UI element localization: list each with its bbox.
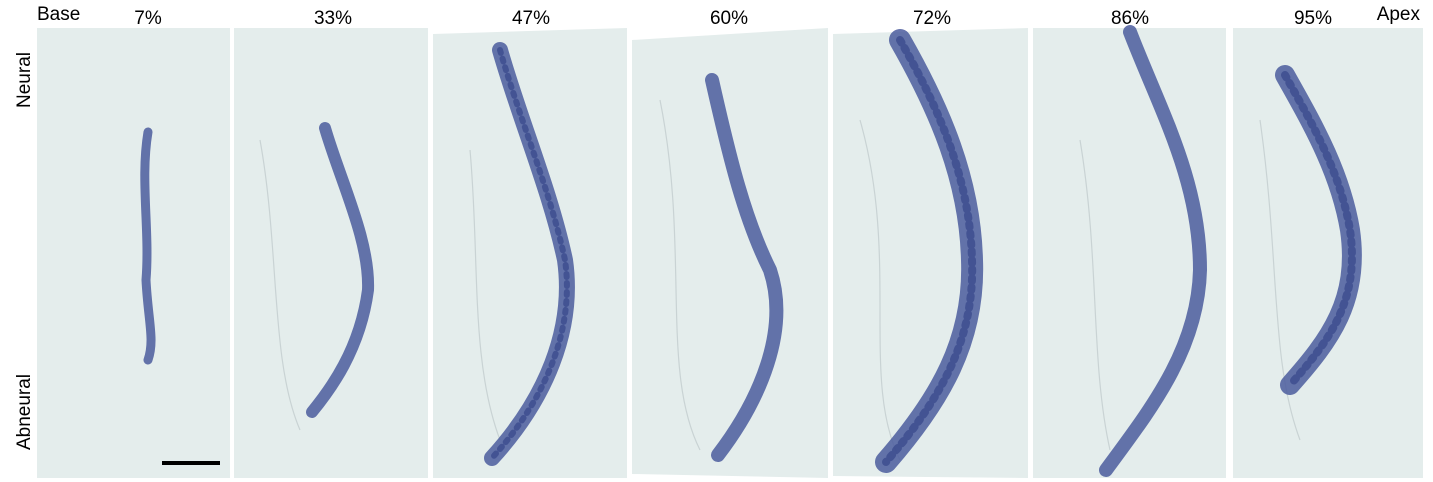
stain-band (705, 73, 784, 462)
tissue-texture (259, 99, 1301, 461)
panel-label: 33% (314, 8, 352, 29)
panel-label: 7% (134, 8, 162, 29)
panel-label: 60% (710, 8, 748, 29)
base-label: Base (37, 4, 80, 25)
neural-label: Neural (14, 52, 35, 108)
tissue-edge (1259, 119, 1301, 441)
panel-label: 47% (512, 8, 550, 29)
tissue-edge (859, 119, 901, 461)
panel (37, 28, 230, 478)
panel-label: 72% (913, 8, 951, 29)
tissue-edge (469, 149, 501, 441)
stain-band (1099, 25, 1207, 477)
panel (433, 28, 627, 478)
stained-bands (140, 25, 1362, 477)
abneural-label: Abneural (14, 374, 35, 450)
stain-cells (489, 47, 570, 461)
stain-cells (1281, 71, 1356, 389)
panel (1233, 28, 1423, 478)
panel-label: 95% (1294, 8, 1332, 29)
apex-label: Apex (1377, 4, 1421, 25)
stain-cells (882, 36, 977, 466)
tissue-edge (259, 139, 301, 431)
panel (632, 28, 828, 478)
tissue-edge (1079, 139, 1111, 451)
panel-label: 86% (1111, 8, 1149, 29)
stain-band (140, 127, 156, 365)
panel (234, 28, 428, 478)
panel (833, 28, 1028, 478)
tissue-edge (659, 99, 701, 451)
stain-band (306, 122, 375, 418)
panels (37, 28, 1423, 478)
